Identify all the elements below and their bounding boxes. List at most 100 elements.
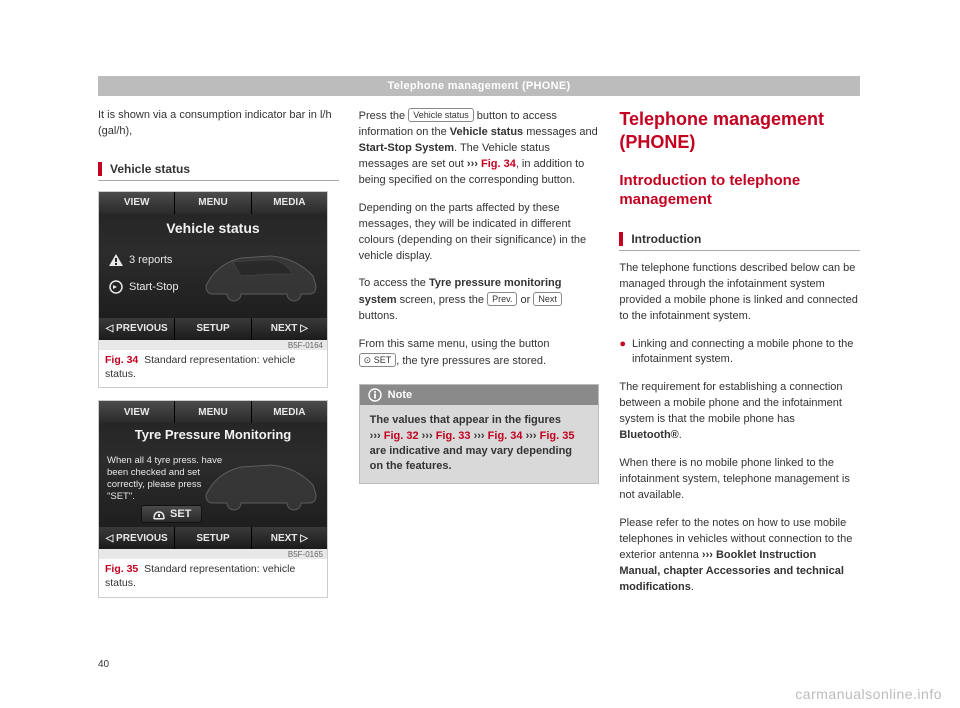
store-button-label: ⊙ SET bbox=[359, 353, 397, 367]
note-title: Note bbox=[388, 389, 412, 401]
screen-button-next[interactable]: NEXT ▷ bbox=[252, 318, 327, 340]
section-title-line2: management bbox=[619, 190, 860, 210]
section-title-line1: Introduction to telephone bbox=[619, 171, 860, 191]
chapter-title-line1: Telephone management bbox=[619, 108, 860, 131]
status-row-text: 3 reports bbox=[129, 254, 172, 266]
text: screen, press the bbox=[397, 294, 488, 306]
ref-arrows: ››› bbox=[702, 549, 713, 561]
set-button-label: SET bbox=[170, 508, 191, 520]
tpms-icon bbox=[152, 508, 166, 520]
screen-button-menu[interactable]: MENU bbox=[175, 192, 251, 214]
section-accent-bar bbox=[98, 162, 102, 176]
status-row-reports[interactable]: 3 reports bbox=[109, 254, 172, 266]
section-header-title: Telephone management (PHONE) bbox=[388, 80, 571, 92]
info-icon bbox=[368, 388, 382, 402]
section-header-bar: Telephone management (PHONE) bbox=[98, 76, 860, 96]
text: messages and bbox=[523, 126, 598, 138]
figure-35: VIEW MENU MEDIA Tyre Pressure Monitoring… bbox=[98, 400, 328, 597]
intro-text: It is shown via a consumption indicator … bbox=[98, 108, 339, 140]
screen-button-next[interactable]: NEXT ▷ bbox=[252, 527, 327, 549]
figure-reference: Fig. 32 bbox=[384, 430, 419, 442]
screen-button-view[interactable]: VIEW bbox=[99, 401, 175, 423]
paragraph: The requirement for establishing a conne… bbox=[619, 380, 860, 444]
infotainment-screen: VIEW MENU MEDIA Tyre Pressure Monitoring… bbox=[99, 401, 327, 549]
screen-button-menu[interactable]: MENU bbox=[175, 401, 251, 423]
figure-reference: Fig. 35 bbox=[540, 430, 575, 442]
figure-caption: Fig. 35 Standard representation: vehicle… bbox=[99, 559, 327, 596]
page-number: 40 bbox=[98, 659, 109, 670]
column-1: It is shown via a consumption indicator … bbox=[98, 108, 339, 668]
text: From this same menu, using the button bbox=[359, 338, 550, 350]
paragraph: When there is no mobile phone linked to … bbox=[619, 456, 860, 504]
column-2: Press the Vehicle status button to acces… bbox=[359, 108, 600, 668]
ref-arrows: ››› bbox=[467, 158, 478, 170]
bold-text: Bluetooth® bbox=[619, 429, 678, 441]
ref-arrows: ››› bbox=[526, 430, 537, 442]
paragraph: Depending on the parts affected by these… bbox=[359, 201, 600, 265]
screen-title: Vehicle status bbox=[99, 220, 327, 236]
next-button-label: Next bbox=[533, 292, 562, 306]
prev-button-label: Prev. bbox=[487, 292, 517, 306]
figure-34: VIEW MENU MEDIA Vehicle status 3 reports bbox=[98, 191, 328, 388]
figure-reference: Fig. 34 bbox=[481, 158, 516, 170]
start-stop-icon bbox=[109, 280, 123, 294]
section-title: Vehicle status bbox=[110, 162, 190, 176]
text: The values that appear in the figures bbox=[370, 414, 561, 426]
screen-button-setup[interactable]: SETUP bbox=[175, 318, 251, 340]
screen-button-media[interactable]: MEDIA bbox=[252, 192, 327, 214]
infotainment-screen: VIEW MENU MEDIA Vehicle status 3 reports bbox=[99, 192, 327, 340]
paragraph: The telephone functions described below … bbox=[619, 261, 860, 325]
screen-top-row: VIEW MENU MEDIA bbox=[99, 192, 327, 214]
screen-title: Tyre Pressure Monitoring bbox=[99, 427, 327, 442]
vehicle-status-button-label: Vehicle status bbox=[408, 108, 474, 122]
note-body: The values that appear in the figures ››… bbox=[360, 405, 599, 483]
car-silhouette-icon bbox=[201, 236, 321, 306]
bullet-dot-icon: ● bbox=[619, 337, 626, 369]
status-row-startstop[interactable]: Start-Stop bbox=[109, 280, 179, 294]
figure-code: B5F-0164 bbox=[99, 340, 327, 350]
text: or bbox=[517, 294, 533, 306]
section-accent-bar bbox=[619, 232, 623, 246]
column-3: Telephone management (PHONE) Introductio… bbox=[619, 108, 860, 668]
status-row-text: Start-Stop bbox=[129, 281, 179, 293]
content-columns: It is shown via a consumption indicator … bbox=[98, 108, 860, 668]
text: Press the bbox=[359, 110, 409, 122]
chapter-title-line2: (PHONE) bbox=[619, 131, 860, 154]
warning-triangle-icon bbox=[109, 254, 123, 266]
paragraph: To access the Tyre pressure monitoring s… bbox=[359, 276, 600, 325]
text: , the tyre pressures are stored. bbox=[396, 355, 546, 367]
figure-label: Fig. 35 bbox=[105, 563, 138, 575]
figure-code: B5F-0165 bbox=[99, 549, 327, 559]
tpms-instruction-text: When all 4 tyre press. have been checked… bbox=[107, 455, 225, 503]
paragraph: Please refer to the notes on how to use … bbox=[619, 516, 860, 596]
figure-reference: Fig. 33 bbox=[436, 430, 471, 442]
figure-caption: Fig. 34 Standard representation: vehicle… bbox=[99, 350, 327, 387]
section-heading: Vehicle status bbox=[98, 162, 339, 181]
note-box: Note The values that appear in the figur… bbox=[359, 384, 600, 484]
bullet-item: ● Linking and connecting a mobile phone … bbox=[619, 337, 860, 369]
text: . bbox=[691, 581, 694, 593]
note-header: Note bbox=[360, 385, 599, 405]
screen-button-view[interactable]: VIEW bbox=[99, 192, 175, 214]
screen-button-previous[interactable]: ◁ PREVIOUS bbox=[99, 527, 175, 549]
text: To access the bbox=[359, 277, 429, 289]
set-button[interactable]: SET bbox=[141, 505, 202, 523]
watermark: carmanualsonline.info bbox=[795, 686, 942, 702]
section-title: Introduction bbox=[631, 232, 701, 246]
ref-arrows: ››› bbox=[370, 430, 381, 442]
screen-button-setup[interactable]: SETUP bbox=[175, 527, 251, 549]
screen-top-row: VIEW MENU MEDIA bbox=[99, 401, 327, 423]
screen-button-previous[interactable]: ◁ PREVIOUS bbox=[99, 318, 175, 340]
text: are indicative and may vary depending on… bbox=[370, 445, 572, 472]
ref-arrows: ››› bbox=[422, 430, 433, 442]
screen-bottom-row: ◁ PREVIOUS SETUP NEXT ▷ bbox=[99, 318, 327, 340]
introduction-section: Introduction The telephone functions des… bbox=[619, 232, 860, 596]
figure-label: Fig. 34 bbox=[105, 354, 138, 366]
figure-reference: Fig. 34 bbox=[488, 430, 523, 442]
vehicle-status-section: Vehicle status VIEW MENU MEDIA Vehicle s… bbox=[98, 162, 339, 598]
screen-bottom-row: ◁ PREVIOUS SETUP NEXT ▷ bbox=[99, 527, 327, 549]
ref-arrows: ››› bbox=[474, 430, 485, 442]
bold-text: Vehicle status bbox=[450, 126, 523, 138]
screen-button-media[interactable]: MEDIA bbox=[252, 401, 327, 423]
bold-text: Start-Stop System bbox=[359, 142, 454, 154]
